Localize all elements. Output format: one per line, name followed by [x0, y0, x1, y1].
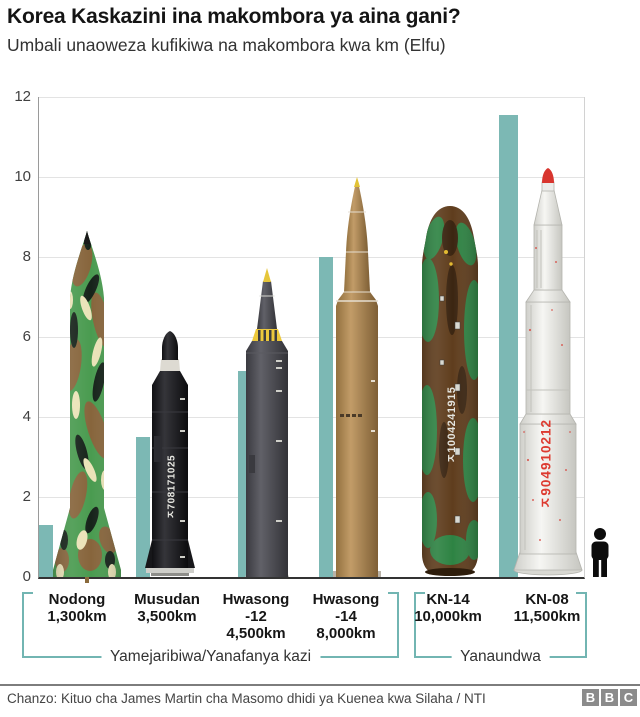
y-tick-label: 0	[22, 568, 31, 585]
gridline-4	[39, 417, 584, 418]
y-tick-label: 10	[14, 168, 31, 185]
gridline-2	[39, 497, 584, 498]
column-label-line: -14	[335, 608, 357, 625]
group-bracket-in-development: Yanaundwa	[414, 592, 587, 666]
bar-nodong	[39, 525, 53, 577]
gridline-10	[39, 177, 584, 178]
column-label-line: Hwasong	[312, 591, 380, 608]
column-label-line: 11,500km	[513, 608, 581, 625]
column-label-line: Hwasong	[222, 591, 290, 608]
y-tick-label: 4	[22, 408, 31, 425]
bar-musudan	[136, 437, 150, 577]
column-label-line: Musudan	[134, 591, 200, 608]
column-label-kn-08: KN-08 11,500km	[514, 591, 581, 625]
source-credit: Chanzo: Kituo cha James Martin cha Masom…	[7, 691, 486, 706]
column-label-line: KN-08	[525, 591, 569, 608]
column-label-kn-14: KN-14 10,000km	[414, 591, 482, 625]
person-icon	[591, 528, 609, 577]
column-label-line: KN-14	[426, 591, 470, 608]
column-label-hwasong-14: Hwasong -14 8,000km	[313, 591, 380, 642]
column-label-hwasong-12: Hwasong -12 4,500km	[223, 591, 290, 642]
gridline-8	[39, 257, 584, 258]
bar-kn-08	[499, 115, 518, 577]
gridline-12	[39, 97, 584, 98]
y-tick-label: 2	[22, 488, 31, 505]
bbc-logo-letter: C	[620, 689, 637, 706]
plot-area	[38, 97, 585, 579]
bar-hwasong-14	[319, 257, 333, 577]
bbc-logo: B B C	[582, 689, 637, 706]
column-label-line: 10,000km	[414, 608, 482, 625]
y-tick-label: 12	[14, 88, 31, 105]
bbc-logo-letter: B	[601, 689, 618, 706]
gridline-6	[39, 337, 584, 338]
group-label-operational: Yamejaribiwa/Yanafanya kazi	[100, 648, 321, 666]
footer-divider	[0, 684, 640, 686]
y-tick-label: 6	[22, 328, 31, 345]
page-title: Korea Kaskazini ina makombora ya aina ga…	[7, 5, 461, 28]
group-label-in-development: Yanaundwa	[451, 648, 550, 666]
column-label-line: -12	[245, 608, 267, 625]
y-tick-label: 8	[22, 248, 31, 265]
column-label-nodong: Nodong 1,300km	[47, 591, 106, 625]
column-label-line: 4,500km	[226, 625, 286, 642]
chart-subtitle: Umbali unaoweza kufikiwa na makombora kw…	[7, 35, 446, 55]
column-label-line: 8,000km	[316, 625, 376, 642]
column-label-line: 3,500km	[137, 608, 197, 625]
bar-hwasong-12	[238, 371, 252, 577]
group-bracket-operational: Yamejaribiwa/Yanafanya kazi	[22, 592, 399, 666]
column-label-line: 1,300km	[47, 608, 107, 625]
column-label-line: Nodong	[48, 591, 106, 608]
bbc-logo-letter: B	[582, 689, 599, 706]
column-label-musudan: Musudan 3,500km	[134, 591, 200, 625]
